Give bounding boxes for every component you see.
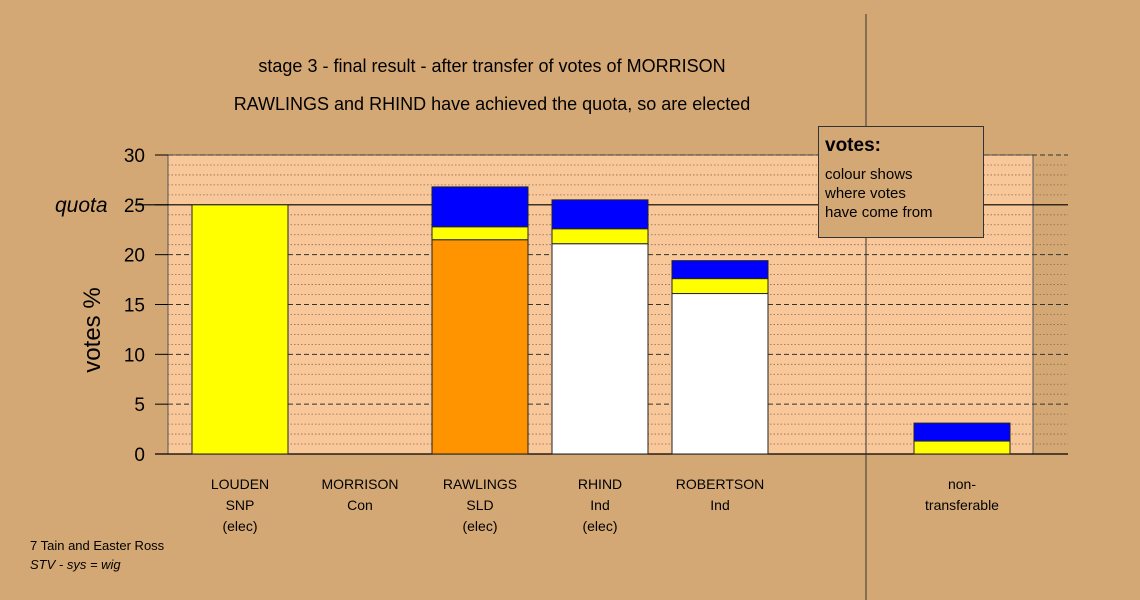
category-label: RAWLINGS [443, 476, 517, 492]
bar-segment-4-3 [671, 278, 769, 295]
bar-segment-0-0 [191, 204, 289, 455]
bar-segment-4-2 [671, 293, 769, 455]
category-label: SLD [466, 497, 493, 513]
y-tick-label: 30 [124, 146, 145, 167]
footer-system: STV - sys = wig [30, 557, 121, 572]
bar-segment-4-4 [671, 260, 769, 280]
y-tick-label: 20 [124, 246, 145, 267]
legend-box: votes: colour shows where votes have com… [818, 126, 984, 238]
category-label: Ind [710, 497, 729, 513]
legend-line-1: colour shows [825, 166, 913, 183]
quota-label: quota [55, 194, 108, 217]
y-axis-label: votes % [79, 287, 106, 372]
y-tick-label: 0 [134, 445, 145, 466]
y-tick-label: 5 [134, 395, 145, 416]
bar-segment-3-4 [551, 199, 649, 230]
bar-segment-3-3 [551, 228, 649, 245]
category-label: ROBERTSON [676, 476, 764, 492]
category-label: LOUDEN [211, 476, 269, 492]
bar-segment-5-4 [913, 422, 1011, 442]
legend-line-3: have come from [825, 204, 933, 221]
legend-title: votes: [825, 135, 881, 156]
bar-segment-5-3 [913, 440, 1011, 455]
y-tick-label: 15 [124, 296, 145, 317]
chart-title-line-2: RAWLINGS and RHIND have achieved the quo… [234, 94, 751, 114]
category-label: RHIND [578, 476, 622, 492]
bar-segment-3-2 [551, 243, 649, 455]
category-label: Con [347, 497, 373, 513]
category-label: (elec) [462, 518, 497, 534]
category-label: MORRISON [322, 476, 399, 492]
category-label: Ind [590, 497, 609, 513]
category-label: SNP [226, 497, 255, 513]
chart-title-line-1: stage 3 - final result - after transfer … [258, 56, 725, 76]
y-tick-label: 25 [124, 196, 145, 217]
category-label: non- [948, 476, 976, 492]
bar-segment-2-1 [431, 239, 529, 455]
bar-segment-2-3 [431, 226, 529, 241]
y-tick-label: 10 [124, 345, 145, 366]
category-label: transferable [925, 497, 999, 513]
category-label: (elec) [582, 518, 617, 534]
legend-line-2: where votes [825, 185, 906, 202]
category-label: (elec) [222, 518, 257, 534]
footer-constituency: 7 Tain and Easter Ross [30, 538, 165, 553]
bar-segment-2-4 [431, 186, 529, 228]
